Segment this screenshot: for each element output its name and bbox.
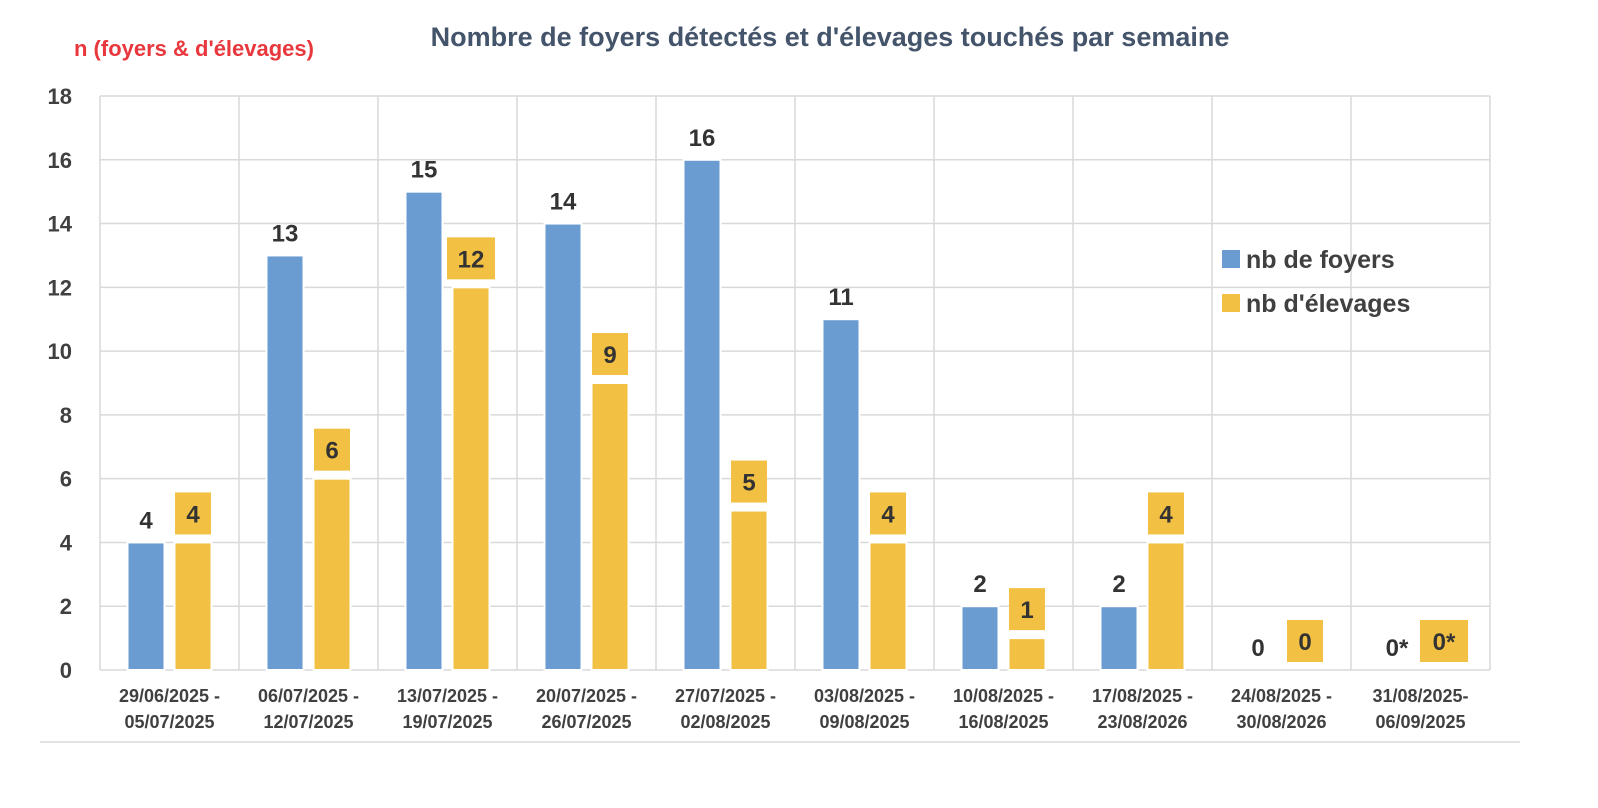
x-tick-label: 13/07/2025 - <box>397 686 498 706</box>
x-tick-label: 29/06/2025 - <box>119 686 220 706</box>
data-label-box <box>1420 620 1468 662</box>
bar-foyers <box>960 605 1000 672</box>
data-label-box <box>1009 588 1045 631</box>
y-tick-label: 16 <box>48 148 72 173</box>
y-tick-label: 2 <box>60 594 72 619</box>
y-axis-label: n (foyers & d'élevages) <box>74 36 314 61</box>
data-label-elevages: 12 <box>458 246 485 273</box>
y-tick-label: 18 <box>48 84 72 109</box>
data-label-box <box>592 333 628 375</box>
x-tick-label: 30/08/2026 <box>1236 712 1326 732</box>
data-label-box <box>731 460 767 503</box>
bar-elevages <box>451 286 491 671</box>
data-label-foyers: 13 <box>272 220 299 247</box>
x-tick-label: 02/08/2025 <box>680 712 770 732</box>
data-label-elevages: 4 <box>881 501 895 528</box>
data-label-elevages: 0* <box>1433 629 1456 656</box>
x-tick-label: 19/07/2025 <box>402 712 492 732</box>
data-label-elevages: 4 <box>186 501 200 528</box>
data-label-elevages: 9 <box>603 342 616 369</box>
data-label-elevages: 4 <box>1159 501 1173 528</box>
y-tick-label: 10 <box>48 339 72 364</box>
data-label-foyers: 16 <box>689 125 716 152</box>
x-tick-label: 16/08/2025 <box>958 712 1048 732</box>
legend-label: nb d'élevages <box>1246 290 1410 318</box>
bar-foyers <box>543 222 583 672</box>
data-label-foyers: 15 <box>411 157 438 184</box>
bar-foyers <box>126 541 166 672</box>
x-tick-label: 23/08/2026 <box>1097 712 1187 732</box>
data-label-foyers: 11 <box>828 284 853 311</box>
data-label-box <box>314 428 350 471</box>
x-tick-label: 09/08/2025 <box>819 712 909 732</box>
y-tick-label: 4 <box>60 530 73 555</box>
bar-foyers <box>1099 605 1139 672</box>
y-tick-label: 12 <box>48 275 72 300</box>
legend-swatch <box>1222 250 1240 268</box>
data-label-foyers: 0* <box>1386 635 1409 662</box>
bar-foyers <box>821 318 861 671</box>
bar-elevages <box>312 477 352 671</box>
bar-elevages <box>590 382 630 671</box>
data-label-box <box>1148 492 1184 535</box>
legend-label: nb de foyers <box>1246 246 1395 274</box>
y-tick-label: 0 <box>60 658 72 683</box>
bar-foyers <box>682 158 722 671</box>
x-tick-label: 06/09/2025 <box>1375 712 1465 732</box>
y-tick-label: 8 <box>60 403 72 428</box>
x-tick-label: 26/07/2025 <box>541 712 631 732</box>
data-label-elevages: 0 <box>1298 629 1311 656</box>
chart-title: Nombre de foyers détectés et d'élevages … <box>430 22 1230 52</box>
bar-elevages <box>868 541 908 672</box>
data-label-box <box>870 492 906 535</box>
x-tick-label: 20/07/2025 - <box>536 686 637 706</box>
x-tick-label: 31/08/2025- <box>1372 686 1468 706</box>
data-label-elevages: 6 <box>325 438 338 465</box>
data-label-elevages: 1 <box>1020 597 1033 624</box>
bar-elevages <box>1007 637 1047 671</box>
x-tick-label: 10/08/2025 - <box>953 686 1054 706</box>
bar-elevages <box>729 509 769 671</box>
data-label-foyers: 4 <box>139 507 153 534</box>
data-label-foyers: 0 <box>1251 635 1264 662</box>
x-tick-label: 24/08/2025 - <box>1231 686 1332 706</box>
x-tick-label: 05/07/2025 <box>124 712 214 732</box>
x-tick-label: 03/08/2025 - <box>814 686 915 706</box>
data-label-box <box>175 492 211 535</box>
x-tick-label: 12/07/2025 <box>263 712 353 732</box>
x-tick-label: 27/07/2025 - <box>675 686 776 706</box>
y-tick-label: 14 <box>48 212 73 237</box>
bar-elevages <box>173 541 213 672</box>
data-label-foyers: 14 <box>550 189 577 216</box>
y-tick-label: 6 <box>60 467 72 492</box>
data-label-box <box>1287 620 1323 662</box>
x-tick-label: 06/07/2025 - <box>258 686 359 706</box>
x-tick-label: 17/08/2025 - <box>1092 686 1193 706</box>
data-label-elevages: 5 <box>742 470 755 497</box>
legend-swatch <box>1222 294 1240 312</box>
bar-elevages <box>1146 541 1186 672</box>
bar-foyers <box>404 190 444 672</box>
data-label-box <box>447 237 495 280</box>
data-label-foyers: 2 <box>973 571 986 598</box>
data-label-foyers: 2 <box>1112 571 1125 598</box>
bar-foyers <box>265 254 305 671</box>
